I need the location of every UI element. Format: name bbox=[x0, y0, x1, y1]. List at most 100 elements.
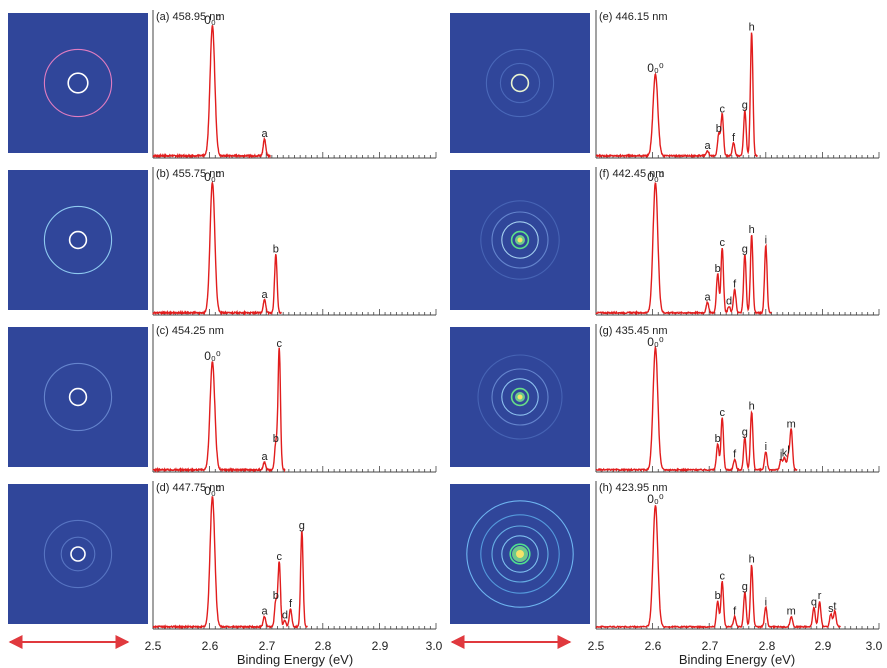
panel-title: (e) 446.15 nm bbox=[599, 11, 667, 23]
peak-label: b bbox=[716, 123, 722, 135]
peak-label: g bbox=[742, 244, 748, 256]
velocity-map-ring bbox=[491, 525, 549, 583]
velocity-map-ring bbox=[70, 546, 86, 562]
peak-label: c bbox=[719, 571, 725, 583]
panel-title: (h) 423.95 nm bbox=[599, 482, 667, 494]
peak-label: f bbox=[733, 279, 737, 291]
spectrum-line bbox=[152, 25, 271, 159]
peak-label: c bbox=[276, 551, 282, 563]
velocity-map-ring bbox=[43, 362, 113, 432]
peak-label: h bbox=[749, 401, 755, 413]
peak-label: 0₀⁰ bbox=[647, 61, 664, 75]
peak-label: h bbox=[749, 22, 755, 34]
spectrum-line bbox=[152, 180, 282, 316]
peak-label: 0₀⁰ bbox=[204, 349, 221, 363]
velocity-map-ring bbox=[510, 230, 530, 250]
spectrum-line bbox=[595, 505, 841, 629]
peak-label: a bbox=[261, 289, 268, 301]
peak-label: 0₀⁰ bbox=[647, 492, 664, 506]
peak-label: 0₀⁰ bbox=[204, 170, 221, 184]
peak-label: h bbox=[749, 554, 755, 566]
velocity-map-ring bbox=[485, 48, 555, 118]
peak-label: i bbox=[765, 234, 767, 246]
peak-label: g bbox=[742, 581, 748, 593]
peak-label: a bbox=[261, 606, 268, 618]
panel-title: (f) 442.45 nm bbox=[599, 168, 664, 180]
x-tick-label: 2.5 bbox=[145, 639, 162, 653]
panel-title: (a) 458.95 nm bbox=[156, 11, 224, 23]
peak-label: b bbox=[273, 244, 279, 256]
peak-label: c bbox=[719, 103, 725, 115]
peak-label: g bbox=[742, 427, 748, 439]
peak-label: b bbox=[715, 590, 721, 602]
velocity-map-ring bbox=[60, 536, 96, 572]
tick-labels-right: 2.5 2.6 2.7 2.8 2.9 3.0 bbox=[588, 639, 883, 653]
peak-label: a bbox=[704, 140, 711, 152]
peak-label: 0₀⁰ bbox=[204, 13, 221, 27]
velocity-map-image bbox=[8, 13, 148, 153]
spectrum-line bbox=[595, 344, 798, 473]
x-tick-label: 2.9 bbox=[815, 639, 832, 653]
velocity-map-core bbox=[517, 237, 523, 243]
panel-title: (d) 447.75 nm bbox=[156, 482, 224, 494]
peak-label: r bbox=[818, 590, 822, 602]
peak-label: f bbox=[289, 598, 293, 610]
peak-label: c bbox=[719, 407, 725, 419]
peak-label: f bbox=[733, 449, 737, 461]
peak-label: b bbox=[715, 263, 721, 275]
velocity-map-ring bbox=[501, 378, 539, 416]
spectrum-line bbox=[152, 496, 308, 630]
velocity-map-ring bbox=[510, 387, 530, 407]
x-tick-label: 2.5 bbox=[588, 639, 605, 653]
velocity-map-ring bbox=[510, 73, 530, 93]
peak-label: g bbox=[299, 520, 305, 532]
peak-label: 0₀⁰ bbox=[647, 170, 664, 184]
x-tick-label: 2.6 bbox=[645, 639, 662, 653]
peak-label: l bbox=[787, 445, 789, 457]
velocity-map-core bbox=[516, 550, 524, 558]
peak-label: a bbox=[261, 128, 268, 140]
x-tick-label: 2.7 bbox=[702, 639, 719, 653]
x-tick-label: 2.9 bbox=[372, 639, 389, 653]
peak-label: b bbox=[273, 433, 279, 445]
panel-title: (b) 455.75 nm bbox=[156, 168, 224, 180]
peak-label: i bbox=[765, 597, 767, 609]
velocity-map-ring bbox=[509, 543, 531, 565]
spectrum-line bbox=[152, 347, 286, 473]
tick-labels-left: 2.5 2.6 2.7 2.8 2.9 3.0 bbox=[145, 639, 443, 653]
panel-title: (g) 435.45 nm bbox=[599, 325, 667, 337]
velocity-map-image bbox=[8, 170, 148, 310]
velocity-map-image bbox=[8, 327, 148, 467]
peak-label: 0₀⁰ bbox=[647, 335, 664, 349]
peak-label: m bbox=[787, 419, 796, 431]
velocity-map-ring bbox=[466, 500, 574, 608]
velocity-map-ring bbox=[499, 62, 541, 104]
x-tick-label: 3.0 bbox=[426, 639, 443, 653]
velocity-map-image bbox=[450, 13, 590, 153]
peak-label: a bbox=[704, 292, 711, 304]
peak-label: i bbox=[765, 441, 767, 453]
velocity-map-ring bbox=[68, 230, 88, 250]
peak-label: q bbox=[811, 597, 817, 609]
x-axis-label-left: Binding Energy (eV) bbox=[237, 652, 353, 667]
x-tick-label: 2.8 bbox=[759, 639, 776, 653]
velocity-map-ring bbox=[477, 354, 563, 440]
velocity-map-image bbox=[8, 484, 148, 624]
peak-label: j bbox=[779, 449, 782, 461]
peak-label: c bbox=[276, 338, 282, 350]
spectrum-line bbox=[595, 32, 758, 159]
panel: (e) 446.15 nm 0₀⁰ abc f g h bbox=[450, 10, 880, 159]
velocity-map-ring bbox=[67, 72, 89, 94]
velocity-map-ring bbox=[480, 200, 560, 280]
velocity-map-ring bbox=[68, 387, 88, 407]
velocity-map-ring bbox=[501, 535, 539, 573]
velocity-map-ring bbox=[43, 205, 113, 275]
x-tick-label: 2.6 bbox=[202, 639, 219, 653]
peak-label: k bbox=[782, 447, 788, 459]
velocity-map-ring bbox=[501, 221, 539, 259]
peak-label: d bbox=[726, 296, 732, 308]
